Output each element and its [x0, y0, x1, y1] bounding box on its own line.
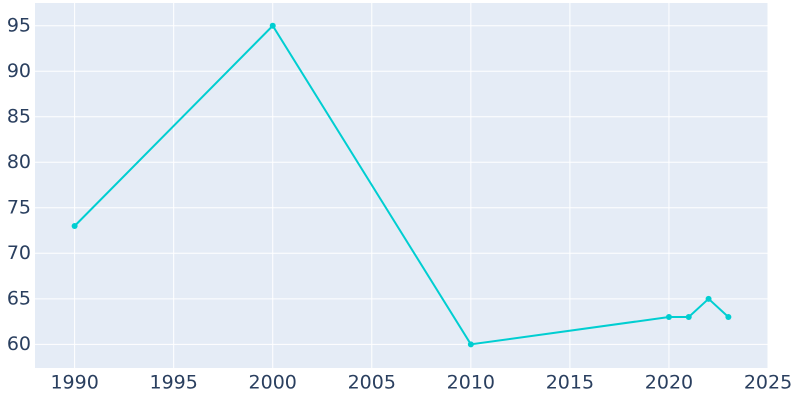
plot-area [35, 3, 768, 368]
x-tick-label: 2005 [348, 372, 396, 394]
x-tick-label: 2020 [645, 372, 693, 394]
x-tick-label: 1995 [149, 372, 197, 394]
point [665, 314, 672, 321]
x-tick-label: 2000 [249, 372, 297, 394]
point [71, 223, 78, 230]
x-tick-label: 2025 [744, 372, 792, 394]
y-tick-label: 80 [7, 151, 31, 173]
point [705, 295, 712, 302]
y-tick-label: 70 [7, 242, 31, 264]
point [269, 22, 276, 29]
y-tick-label: 75 [7, 196, 31, 218]
y-tick-label: 85 [7, 105, 31, 127]
y-tick-label: 60 [7, 333, 31, 355]
x-tick-label: 2015 [546, 372, 594, 394]
x-tick-label: 2010 [447, 372, 495, 394]
point [685, 314, 692, 321]
y-tick-label: 90 [7, 60, 31, 82]
y-tick-label: 65 [7, 287, 31, 309]
point [725, 314, 732, 321]
x-tick-label: 1990 [50, 372, 98, 394]
point [467, 341, 474, 348]
y-tick-label: 95 [7, 14, 31, 36]
